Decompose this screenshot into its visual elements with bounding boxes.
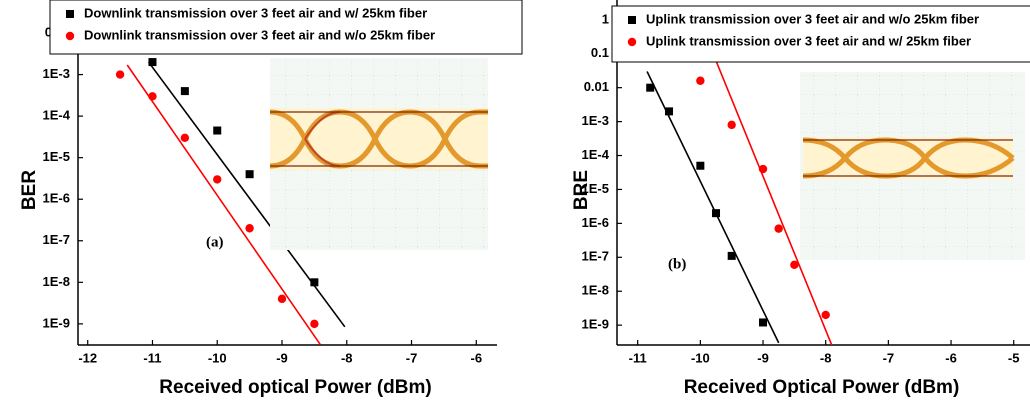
point [712,209,720,217]
legend-label: Uplink transmission over 3 feet air and … [646,33,971,48]
x-tick-label: -6 [470,350,482,365]
point [148,92,156,100]
x-tick-label: -10 [208,350,227,365]
eye-inset-b [800,72,1025,260]
legend-label: Downlink transmission over 3 feet air an… [84,5,427,20]
legend-marker [66,10,74,18]
x-tick-label: -11 [143,350,161,365]
y-axis-label: BRE [571,170,592,210]
point [728,252,736,260]
y-tick-label: 1E-5 [43,149,70,164]
point [213,175,221,183]
point [774,224,782,232]
y-tick-label: 1E-4 [582,147,610,162]
y-tick-label: 1E-7 [43,232,70,247]
point [696,77,704,85]
x-tick-label: -11 [629,350,647,365]
x-tick-label: -12 [78,350,97,365]
point [790,261,798,269]
point [759,165,767,173]
x-tick-label: -7 [406,350,418,365]
point [646,84,654,92]
point [727,121,735,129]
legend-label: Downlink transmission over 3 feet air an… [84,27,435,42]
x-tick-label: -10 [691,350,710,365]
x-tick-label: -5 [1008,350,1020,365]
x-tick-label: -7 [883,350,895,365]
x-tick-label: -9 [757,350,769,365]
point [310,320,318,328]
x-tick-label: -8 [820,350,832,365]
point [213,127,221,135]
x-tick-label: -8 [341,350,353,365]
point [821,311,829,319]
figure: -12 -11 -10 -9 -8 -7 -6 0.01 1E-3 1E-4 1E-5 1E-6 1E-… [0,0,1030,408]
y-tick-label: 1 [602,11,609,26]
legend-marker [628,38,636,46]
point [181,134,189,142]
legend: Downlink transmission over 3 feet air an… [50,0,522,54]
point [665,107,673,115]
y-tick-label: 1E-6 [582,215,609,230]
y-tick-label: 1E-3 [43,66,70,81]
point [246,170,254,178]
point [116,70,124,78]
point [278,295,286,303]
legend: Uplink transmission over 3 feet air and … [612,6,1030,62]
y-tick-label: 0.01 [584,79,609,94]
y-tick-label: 1E-8 [43,274,70,289]
annotation: (a) [206,234,224,250]
x-tick-label: -9 [276,350,288,365]
y-tick-label: 1E-6 [43,191,70,206]
eye-inset-a [270,58,488,250]
point [245,224,253,232]
y-tick-label: 1E-9 [43,315,70,330]
legend-label: Uplink transmission over 3 feet air and … [646,11,979,26]
y-tick-label: 1E-9 [582,317,609,332]
point [148,58,156,66]
annotation: (b) [668,256,686,272]
y-tick-label: 1E-8 [582,283,609,298]
point [759,318,767,326]
point [310,278,318,286]
y-tick-label: 1E-7 [582,249,609,264]
legend-marker [66,32,74,40]
y-tick-label: 1E-3 [582,113,609,128]
y-tick-label: 0.1 [591,45,609,60]
y-axis-label: BER [19,170,40,210]
x-axis-label: Received Optical Power (dBm) [684,377,960,398]
x-tick-label: -6 [945,350,957,365]
point [696,162,704,170]
x-axis-label: Received optical Power (dBm) [159,377,431,398]
legend-marker [628,16,636,24]
y-tick-label: 1E-4 [43,108,71,123]
point [181,87,189,95]
